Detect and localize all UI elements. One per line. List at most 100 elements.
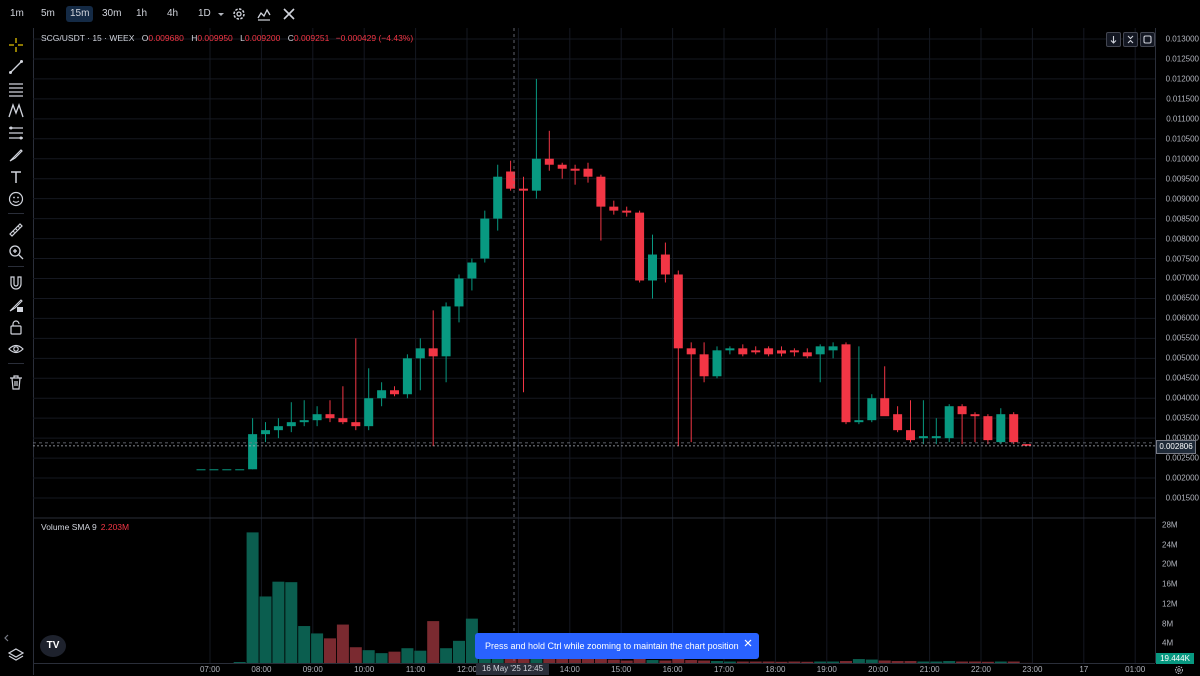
candle-body — [248, 434, 257, 469]
candle-body — [983, 416, 992, 440]
drawing-toolbar — [0, 28, 34, 675]
volume-bar — [272, 582, 284, 663]
fullscreen-icon[interactable] — [1140, 32, 1155, 47]
volume-tick: 24M — [1162, 540, 1178, 549]
horizontal-lines-icon[interactable] — [8, 81, 24, 97]
toast-close-icon[interactable] — [743, 638, 753, 648]
candle-body — [700, 354, 709, 376]
symbol-label[interactable]: SCG/USDT · 15 · WEEX — [41, 33, 134, 43]
volume-label: Volume SMA 9 — [41, 522, 97, 532]
price-tick: 0.007000 — [1166, 274, 1199, 283]
candle-body — [713, 350, 722, 376]
volume-tick: 28M — [1162, 521, 1178, 530]
toolbar-divider — [8, 266, 24, 267]
volume-bar — [389, 652, 401, 663]
scroll-down-icon[interactable] — [1106, 32, 1121, 47]
indicators-icon[interactable] — [256, 6, 272, 22]
time-axis[interactable]: 07:0008:0009:0010:0011:0012:0013:0014:00… — [33, 663, 1155, 676]
candle-body — [596, 177, 605, 207]
price-tick: 0.011500 — [1166, 94, 1199, 103]
tradingview-logo[interactable]: TV — [40, 635, 66, 657]
candle-body — [958, 406, 967, 414]
magnet-icon[interactable] — [8, 275, 24, 291]
eye-icon[interactable] — [8, 341, 24, 357]
pattern-icon[interactable] — [8, 103, 24, 119]
crosshair-icon[interactable] — [8, 37, 24, 53]
price-tick: 0.012500 — [1166, 54, 1199, 63]
candle-body — [519, 189, 528, 191]
fit-screen-icon[interactable] — [1123, 32, 1138, 47]
timeframe-30m[interactable]: 30m — [98, 6, 125, 22]
volume-bar — [311, 633, 323, 663]
price-tick: 0.002000 — [1166, 474, 1199, 483]
zoom-in-icon[interactable] — [8, 244, 24, 260]
candle-body — [209, 469, 218, 470]
price-chart[interactable] — [33, 28, 1155, 666]
current-volume-badge: 19.444K — [1156, 653, 1194, 664]
price-tick: 0.003500 — [1166, 414, 1199, 423]
price-tick: 0.005500 — [1166, 334, 1199, 343]
candle-body — [326, 414, 335, 418]
brush-icon[interactable] — [8, 147, 24, 163]
zoom-hint-toast: Press and hold Ctrl while zooming to mai… — [475, 633, 759, 659]
price-tick: 0.010000 — [1166, 154, 1199, 163]
candle-body — [390, 390, 399, 394]
timeframe-1h[interactable]: 1h — [132, 6, 151, 22]
time-tick: 07:00 — [200, 665, 220, 674]
lock-drawing-icon[interactable] — [8, 297, 24, 313]
price-tick: 0.006500 — [1166, 294, 1199, 303]
candle-body — [738, 348, 747, 354]
low-value: 0.009200 — [245, 33, 280, 43]
open-value: 0.009680 — [148, 33, 183, 43]
candle-body — [687, 348, 696, 354]
volume-bar — [376, 653, 388, 663]
volume-tick: 12M — [1162, 599, 1178, 608]
time-tick: 01:00 — [1125, 665, 1145, 674]
axis-settings-icon[interactable] — [1174, 665, 1184, 675]
candles — [197, 79, 1032, 470]
timeframe-dropdown-icon[interactable] — [216, 6, 226, 22]
time-tick: 09:00 — [303, 665, 323, 674]
timeframe-5m[interactable]: 5m — [37, 6, 59, 22]
high-value: 0.009950 — [197, 33, 232, 43]
fib-retracement-icon[interactable] — [8, 125, 24, 141]
price-tick: 0.008000 — [1166, 234, 1199, 243]
timeframe-1d[interactable]: 1D — [194, 6, 215, 22]
time-tick: 23:00 — [1022, 665, 1042, 674]
timeframe-15m[interactable]: 15m — [66, 6, 93, 22]
candle-body — [222, 469, 231, 470]
price-tick: 0.008500 — [1166, 214, 1199, 223]
trend-line-icon[interactable] — [8, 59, 24, 75]
time-tick: 12:00 — [457, 665, 477, 674]
close-icon[interactable] — [281, 6, 297, 22]
price-tick: 0.002500 — [1166, 454, 1199, 463]
emoji-icon[interactable] — [8, 191, 24, 207]
candle-body — [764, 348, 773, 354]
layers-icon[interactable] — [8, 647, 24, 663]
candle-body — [313, 414, 322, 420]
price-tick: 0.011000 — [1166, 114, 1199, 123]
price-tick: 0.009500 — [1166, 174, 1199, 183]
volume-tick: 20M — [1162, 560, 1178, 569]
trash-icon[interactable] — [8, 374, 24, 390]
candle-body — [364, 398, 373, 426]
top-toolbar: 1m 5m 15m 30m 1h 4h 1D — [0, 0, 1200, 28]
volume-tick: 16M — [1162, 580, 1178, 589]
candle-body — [261, 430, 270, 434]
candle-body — [235, 469, 244, 470]
text-icon[interactable] — [8, 169, 24, 185]
volume-bar — [324, 638, 336, 663]
settings-gear-icon[interactable] — [231, 6, 247, 22]
volume-bar — [260, 596, 272, 663]
volume-legend[interactable]: Volume SMA 9 2.203M — [41, 522, 129, 532]
lock-icon[interactable] — [8, 319, 24, 335]
timeframe-1m[interactable]: 1m — [6, 6, 28, 22]
timeframe-4h[interactable]: 4h — [163, 6, 182, 22]
price-tick: 0.013000 — [1166, 34, 1199, 43]
toolbar-divider — [8, 363, 24, 364]
volume-sma-value: 2.203M — [101, 522, 129, 532]
collapse-arrow-icon[interactable] — [2, 630, 12, 646]
ruler-icon[interactable] — [8, 222, 24, 238]
candle-body — [467, 263, 476, 279]
